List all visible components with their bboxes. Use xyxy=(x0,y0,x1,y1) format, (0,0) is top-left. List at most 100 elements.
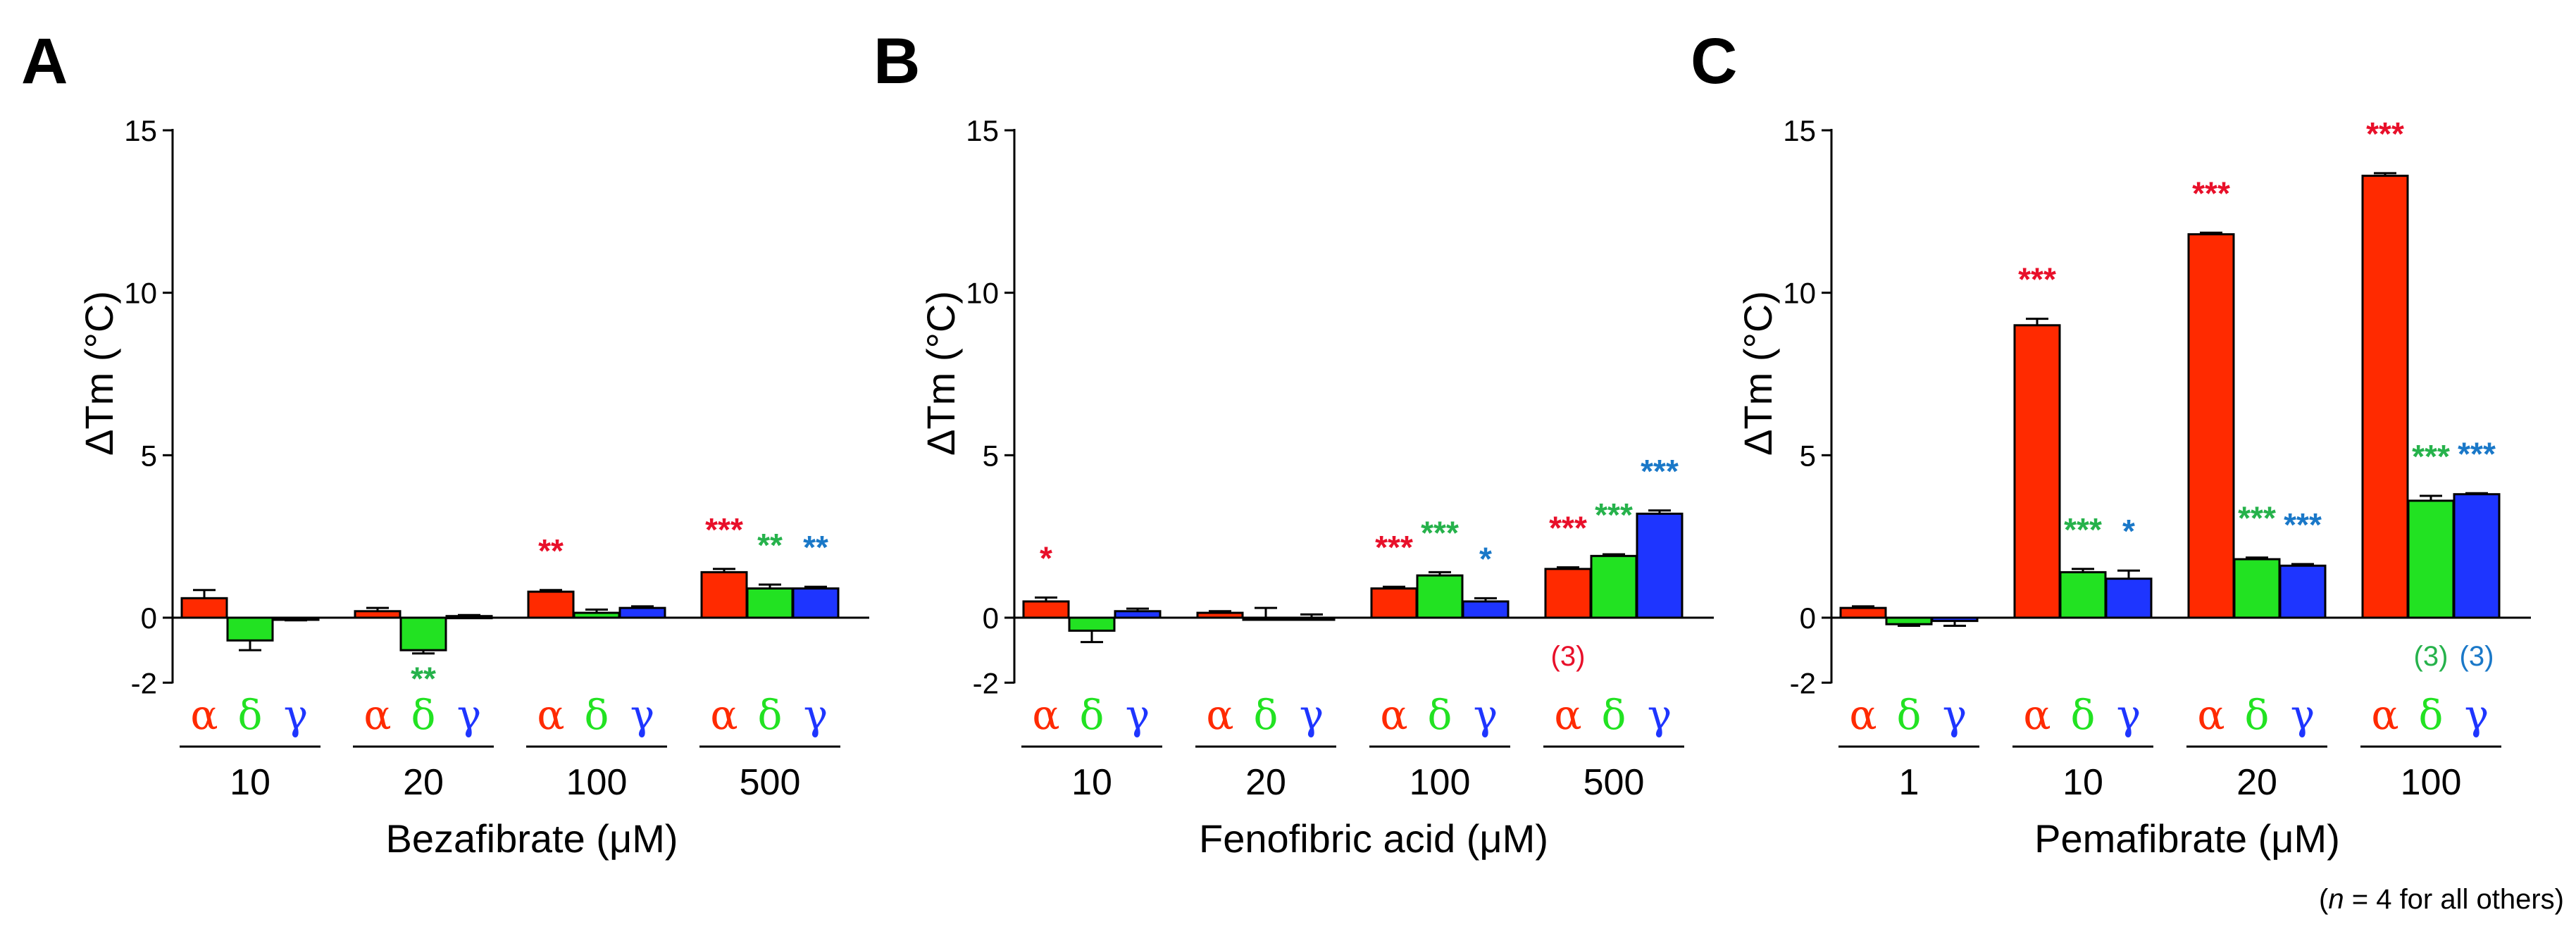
x-axis-label: Fenofibric acid (μM) xyxy=(1199,816,1548,861)
bar-δ-100 xyxy=(1416,574,1464,619)
significance-label: *** xyxy=(705,511,743,548)
significance-label: *** xyxy=(2412,438,2450,475)
bar-δ-10 xyxy=(1068,616,1116,632)
receptor-label: δ xyxy=(585,691,609,739)
significance-label: *** xyxy=(2458,435,2496,472)
significance-label: *** xyxy=(2064,511,2102,548)
bar-δ-10 xyxy=(226,616,274,642)
dose-label: 1 xyxy=(1899,762,1919,803)
bar-γ-10 xyxy=(1114,610,1162,619)
significance-label: ** xyxy=(411,661,436,697)
y-tick-label: 10 xyxy=(124,277,157,310)
footnote-part: ( xyxy=(2319,884,2329,915)
bar-δ-1 xyxy=(1885,616,1933,625)
bar-δ-500 xyxy=(1590,554,1638,619)
receptor-label: α xyxy=(1849,691,1877,739)
significance-label: *** xyxy=(1375,529,1413,566)
receptor-label: δ xyxy=(1428,691,1452,739)
panel-letter: A xyxy=(21,25,68,97)
receptor-label: γ xyxy=(457,691,482,739)
bar-γ-500 xyxy=(792,587,840,619)
receptor-label: α xyxy=(1032,691,1059,739)
significance-label: *** xyxy=(1595,497,1633,533)
significance-label: *** xyxy=(2238,500,2276,537)
receptor-label: δ xyxy=(1080,691,1105,739)
significance-label: *** xyxy=(2366,116,2404,152)
bar-α-20 xyxy=(354,610,402,619)
receptor-label: α xyxy=(363,691,391,739)
y-tick-label: 5 xyxy=(1800,439,1816,472)
y-tick-label: 5 xyxy=(983,439,999,472)
bar-α-1 xyxy=(1839,606,1887,619)
bar-α-100 xyxy=(2361,175,2409,619)
receptor-label: α xyxy=(537,691,564,739)
bar-α-500 xyxy=(700,571,748,619)
bar-α-100 xyxy=(1370,587,1418,619)
footnote-part: n xyxy=(2328,884,2344,915)
y-tick-label: -2 xyxy=(131,666,157,699)
dose-label: 20 xyxy=(1245,762,1286,803)
bar-δ-20 xyxy=(2233,558,2281,619)
receptor-label: δ xyxy=(1254,691,1278,739)
panel-letter: B xyxy=(873,25,920,97)
significance-label: *** xyxy=(1641,453,1679,490)
bar-γ-20 xyxy=(1288,616,1336,621)
receptor-label: γ xyxy=(804,691,828,739)
significance-label: ** xyxy=(803,529,828,566)
y-tick-label: 10 xyxy=(1783,277,1816,310)
bar-γ-20 xyxy=(2279,564,2327,619)
dose-label: 500 xyxy=(740,762,801,803)
receptor-label: α xyxy=(1206,691,1233,739)
y-tick-label: 15 xyxy=(1783,114,1816,147)
dose-label: 100 xyxy=(566,762,628,803)
bar-γ-100 xyxy=(618,606,666,619)
y-tick-label: -2 xyxy=(1790,666,1816,699)
y-tick-label: 0 xyxy=(141,601,157,635)
bar-γ-100 xyxy=(2453,493,2501,619)
bar-α-10 xyxy=(180,597,228,619)
footnote: (n = 4 for all others) xyxy=(2319,884,2564,915)
y-tick-label: 5 xyxy=(141,439,157,472)
significance-label: ** xyxy=(757,527,783,563)
significance-label: *** xyxy=(2284,506,2322,543)
receptor-label: γ xyxy=(1126,691,1150,739)
footnote-part: = 4 for all others) xyxy=(2344,884,2564,915)
y-tick-label: -2 xyxy=(973,666,999,699)
significance-label: *** xyxy=(1421,514,1459,551)
receptor-label: δ xyxy=(1897,691,1922,739)
dose-label: 10 xyxy=(2062,762,2103,803)
y-axis-label: ΔTm (°C) xyxy=(919,291,963,456)
bar-α-10 xyxy=(2013,324,2061,619)
y-tick-label: 0 xyxy=(983,601,999,635)
significance-label: *** xyxy=(2192,175,2230,211)
bar-α-20 xyxy=(1196,611,1244,619)
receptor-label: γ xyxy=(1943,691,1967,739)
y-axis-label: ΔTm (°C) xyxy=(1736,291,1780,456)
bar-δ-20 xyxy=(1242,616,1290,621)
bar-γ-10 xyxy=(2105,578,2153,619)
receptor-label: γ xyxy=(2291,691,2315,739)
bar-δ-10 xyxy=(2059,571,2107,619)
y-tick-label: 10 xyxy=(966,277,999,310)
significance-label: * xyxy=(1040,540,1052,576)
receptor-label: δ xyxy=(2071,691,2096,739)
bar-δ-100 xyxy=(573,611,621,619)
bar-γ-100 xyxy=(1462,600,1510,619)
receptor-label: α xyxy=(190,691,218,739)
panel-letter: C xyxy=(1691,25,1737,97)
receptor-label: α xyxy=(2197,691,2225,739)
dose-label: 500 xyxy=(1583,762,1645,803)
receptor-label: α xyxy=(2371,691,2398,739)
receptor-label: α xyxy=(2023,691,2051,739)
receptor-label: δ xyxy=(1602,691,1626,739)
receptor-label: δ xyxy=(2419,691,2444,739)
bar-γ-1 xyxy=(1931,616,1979,623)
bar-γ-500 xyxy=(1636,512,1684,619)
receptor-label: γ xyxy=(1474,691,1498,739)
bar-δ-20 xyxy=(399,616,447,651)
bar-δ-100 xyxy=(2407,499,2455,619)
